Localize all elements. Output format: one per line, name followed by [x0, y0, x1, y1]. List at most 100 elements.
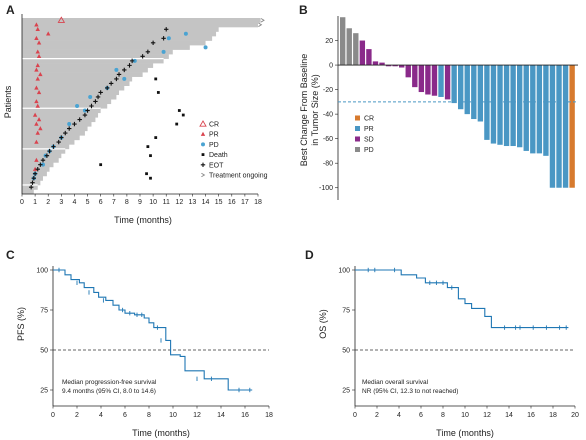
pfs-y-tick-label: 50 — [40, 348, 48, 355]
swimmer-x-tick-label: 12 — [175, 199, 183, 206]
pr-marker — [35, 103, 40, 108]
death-marker — [145, 172, 148, 176]
waterfall-bar — [549, 65, 556, 188]
eot-marker — [150, 40, 156, 46]
os-survival-curve — [355, 269, 569, 329]
eot-marker — [28, 185, 34, 190]
pr-marker — [36, 117, 42, 122]
waterfall-y-tick-label: -60 — [323, 136, 333, 143]
pfs-annotation-line2: 9.4 months (95% CI, 8.0 to 14.6) — [62, 388, 156, 395]
pr-marker — [38, 72, 43, 77]
legend-pr-label: PR — [209, 132, 219, 139]
ongoing-marker — [260, 18, 265, 23]
swimmer-x-tick-label: 17 — [241, 199, 249, 206]
waterfall-bar — [379, 62, 385, 66]
waterfall-bar — [418, 65, 425, 93]
pfs-x-tick-label: 16 — [241, 412, 249, 419]
pfs-x-tick-label: 4 — [99, 412, 103, 419]
swimmer-bar — [22, 76, 133, 82]
pr-marker — [36, 90, 42, 95]
swimmer-x-tick-label: 9 — [138, 199, 142, 206]
swimmer-bar — [22, 36, 213, 41]
os-x-tick-label: 18 — [549, 412, 557, 419]
swimmer-bar — [22, 27, 219, 32]
eot-marker — [44, 153, 50, 158]
eot-marker — [145, 49, 151, 55]
swimmer-plot: 0 1 2 3 4 5 6 7 8 9 10 11 12 13 14 15 16 17 18 Time (month… — [3, 14, 268, 225]
swimmer-bar — [22, 157, 59, 163]
os-axes: 0 2 4 6 8 10 12 14 16 18 20 100 75 50 25 — [338, 266, 579, 419]
swimmer-bar — [22, 144, 70, 150]
swimmer-legend: CR PR PD Death EOT Treatment ongoing — [199, 120, 268, 180]
eot-marker — [95, 94, 101, 100]
pd-marker — [203, 45, 208, 50]
waterfall-bar — [490, 65, 497, 144]
death-marker — [149, 154, 152, 158]
waterfall-bar — [517, 65, 523, 148]
pr-marker — [35, 62, 40, 68]
pfs-x-axis-title: Time (months) — [132, 428, 190, 438]
waterfall-axes: 20 0 -20 -40 -60 -80 -100 — [319, 16, 578, 200]
eot-marker — [59, 135, 64, 140]
swimmer-x-tick-label: 8 — [125, 199, 129, 206]
waterfall-bar — [392, 65, 398, 67]
pfs-x-tick-label: 14 — [217, 412, 225, 419]
swimmer-bar — [22, 18, 261, 23]
waterfall-y-tick-label: -40 — [323, 112, 333, 119]
swimmer-bar — [22, 63, 154, 68]
os-x-tick-label: 14 — [505, 412, 513, 419]
legend-cr-label: CR — [209, 122, 219, 129]
pr-marker — [34, 121, 39, 126]
pd-marker — [40, 162, 45, 167]
pd-marker — [122, 76, 127, 81]
death-marker — [154, 77, 158, 81]
pd-marker — [161, 49, 166, 54]
os-x-tick-label: 12 — [483, 412, 491, 419]
pd-marker — [166, 36, 171, 41]
waterfall-bar — [569, 65, 575, 188]
pfs-y-axis-title: PFS (%) — [16, 307, 26, 341]
eot-marker — [63, 130, 68, 136]
pr-marker — [35, 26, 40, 31]
swimmer-x-tick-label: 13 — [189, 199, 197, 206]
pr-marker — [32, 112, 38, 117]
pr-marker — [34, 85, 39, 90]
os-curve-group — [355, 267, 569, 330]
pfs-x-tick-label: 10 — [169, 412, 177, 419]
swimmer-y-axis-title: Patients — [3, 85, 13, 118]
legend-cr-symbol — [199, 120, 207, 127]
waterfall-bar — [412, 65, 418, 88]
swimmer-bar — [22, 108, 101, 114]
waterfall-bar — [353, 33, 359, 66]
eot-marker — [47, 148, 52, 154]
waterfall-y-tick-label: -80 — [323, 161, 333, 168]
panel-letter-b: B — [299, 3, 308, 17]
legend-cr-label: CR — [364, 116, 374, 123]
pfs-x-tick-label: 2 — [75, 412, 79, 419]
eot-marker — [161, 36, 166, 41]
eot-marker — [30, 180, 35, 185]
pd-marker — [114, 67, 119, 72]
legend-death-symbol — [201, 153, 205, 156]
os-x-axis-title: Time (months) — [436, 428, 494, 438]
waterfall-bar — [556, 65, 562, 188]
swimmer-x-tick-label: 18 — [254, 199, 262, 206]
swimmer-x-tick-label: 3 — [59, 199, 63, 206]
pr-marker — [35, 76, 40, 81]
legend-eot-symbol — [200, 162, 206, 167]
pfs-annotation-line1: Median progression-free survival — [62, 379, 157, 386]
eot-marker — [114, 76, 119, 82]
swimmer-bar — [22, 130, 85, 136]
pr-marker — [35, 49, 40, 54]
waterfall-bar — [438, 65, 444, 97]
legend-sd-swatch — [355, 136, 360, 142]
pd-marker — [67, 122, 72, 127]
swimmer-bar — [22, 22, 258, 28]
pr-marker — [38, 126, 43, 131]
os-y-tick-label: 50 — [342, 348, 350, 355]
swimmer-bar — [22, 31, 217, 37]
death-marker — [175, 122, 179, 126]
panel-letter-c: C — [6, 248, 15, 262]
legend-pd-label: PD — [364, 147, 374, 154]
waterfall-bar — [562, 65, 569, 188]
